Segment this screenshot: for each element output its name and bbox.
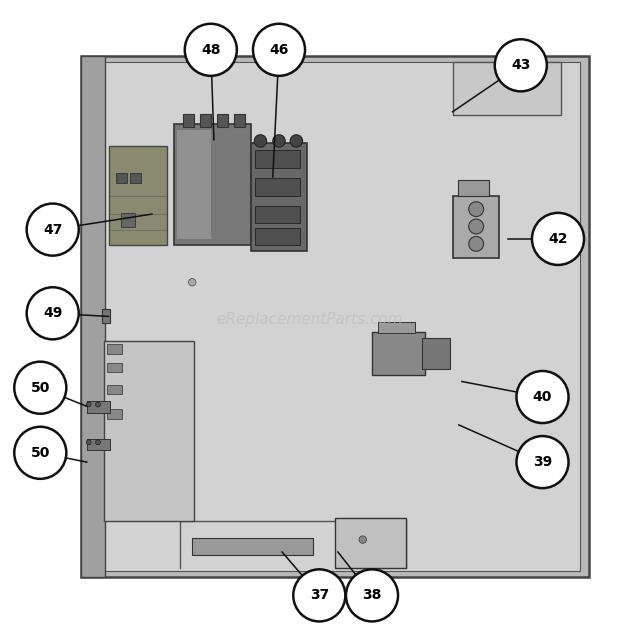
FancyBboxPatch shape <box>200 114 211 127</box>
Circle shape <box>516 371 569 423</box>
Circle shape <box>27 204 79 256</box>
FancyBboxPatch shape <box>234 114 245 127</box>
Circle shape <box>495 39 547 91</box>
Circle shape <box>86 440 91 445</box>
FancyBboxPatch shape <box>422 338 450 369</box>
FancyBboxPatch shape <box>107 385 122 394</box>
Circle shape <box>346 569 398 622</box>
FancyBboxPatch shape <box>453 196 499 258</box>
FancyBboxPatch shape <box>174 124 251 245</box>
Text: 46: 46 <box>269 43 289 57</box>
FancyBboxPatch shape <box>87 438 110 450</box>
FancyBboxPatch shape <box>116 173 127 183</box>
FancyBboxPatch shape <box>107 344 122 353</box>
Text: 40: 40 <box>533 390 552 404</box>
FancyBboxPatch shape <box>372 332 425 375</box>
FancyBboxPatch shape <box>96 62 580 571</box>
Circle shape <box>469 219 484 234</box>
Text: 50: 50 <box>30 446 50 460</box>
Circle shape <box>532 213 584 265</box>
FancyBboxPatch shape <box>255 206 300 224</box>
Circle shape <box>253 24 305 76</box>
FancyBboxPatch shape <box>102 309 110 323</box>
FancyBboxPatch shape <box>192 538 313 555</box>
Circle shape <box>95 402 100 407</box>
Circle shape <box>14 427 66 479</box>
Text: 49: 49 <box>43 306 63 320</box>
Circle shape <box>254 135 267 147</box>
FancyBboxPatch shape <box>108 146 167 245</box>
Circle shape <box>516 436 569 488</box>
FancyBboxPatch shape <box>378 322 415 333</box>
Text: 37: 37 <box>309 589 329 603</box>
Circle shape <box>359 536 366 543</box>
FancyBboxPatch shape <box>183 114 194 127</box>
Text: 43: 43 <box>511 58 531 72</box>
FancyBboxPatch shape <box>335 518 406 567</box>
FancyBboxPatch shape <box>81 56 105 577</box>
FancyBboxPatch shape <box>453 62 561 115</box>
Text: 48: 48 <box>201 43 221 57</box>
FancyBboxPatch shape <box>217 114 228 127</box>
FancyBboxPatch shape <box>107 363 122 372</box>
Circle shape <box>293 569 345 622</box>
Circle shape <box>86 402 91 407</box>
Circle shape <box>290 135 303 147</box>
Text: 47: 47 <box>43 222 63 236</box>
FancyBboxPatch shape <box>87 401 110 413</box>
Circle shape <box>469 236 484 251</box>
FancyBboxPatch shape <box>81 56 589 577</box>
Circle shape <box>27 288 79 339</box>
FancyBboxPatch shape <box>458 180 489 196</box>
FancyBboxPatch shape <box>251 142 307 251</box>
Circle shape <box>273 135 285 147</box>
Circle shape <box>469 202 484 217</box>
Text: 39: 39 <box>533 455 552 469</box>
Text: 38: 38 <box>362 589 382 603</box>
FancyBboxPatch shape <box>130 173 141 183</box>
FancyBboxPatch shape <box>87 401 110 413</box>
Circle shape <box>185 24 237 76</box>
Text: 42: 42 <box>548 232 568 246</box>
FancyBboxPatch shape <box>104 341 194 521</box>
FancyBboxPatch shape <box>255 227 300 245</box>
FancyBboxPatch shape <box>121 213 135 226</box>
Circle shape <box>188 279 196 286</box>
FancyBboxPatch shape <box>177 130 211 239</box>
Text: 50: 50 <box>30 381 50 395</box>
FancyBboxPatch shape <box>107 410 122 419</box>
FancyBboxPatch shape <box>87 438 110 450</box>
FancyBboxPatch shape <box>255 150 300 167</box>
Circle shape <box>14 362 66 413</box>
Text: eReplacementParts.com: eReplacementParts.com <box>216 312 404 327</box>
FancyBboxPatch shape <box>255 178 300 196</box>
Circle shape <box>95 440 100 445</box>
